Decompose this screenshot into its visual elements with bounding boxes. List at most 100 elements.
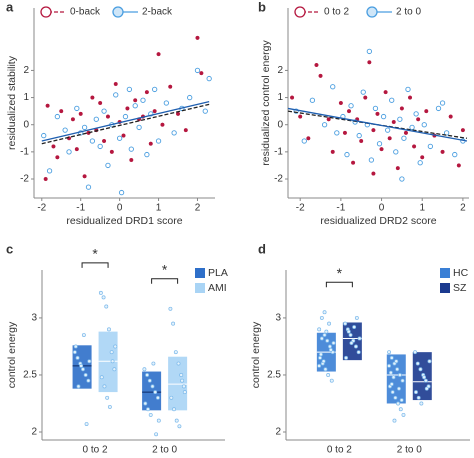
data-point	[206, 75, 212, 82]
data-point	[343, 321, 348, 326]
data-point	[435, 105, 442, 112]
data-point	[318, 355, 323, 360]
data-point	[89, 138, 96, 144]
data-point	[387, 136, 392, 141]
fit-line	[41, 101, 210, 142]
data-point	[326, 117, 331, 122]
data-point	[398, 407, 403, 412]
data-point	[84, 422, 89, 426]
panel-letter: d	[258, 241, 266, 256]
x-tick-label: 0 to 2	[83, 445, 108, 456]
data-point	[372, 105, 379, 112]
data-point	[440, 149, 445, 154]
data-point	[409, 124, 415, 131]
data-point	[376, 141, 383, 147]
y-tick-label: 2	[23, 65, 29, 76]
data-point	[322, 333, 327, 337]
data-point	[328, 347, 333, 352]
data-point	[399, 176, 405, 182]
data-point	[407, 95, 413, 100]
x-tick-label: 0	[379, 203, 385, 214]
data-point	[163, 100, 169, 106]
data-point	[145, 373, 150, 377]
data-point	[326, 373, 331, 377]
data-point	[171, 321, 176, 326]
data-point	[82, 174, 87, 179]
data-point	[419, 401, 424, 406]
data-point	[338, 100, 343, 106]
data-point	[399, 398, 404, 403]
data-point	[330, 149, 335, 154]
y-tick-label: -2	[20, 174, 29, 185]
data-point	[394, 359, 399, 364]
x-tick-label: -2	[37, 203, 46, 214]
y-tick-label: 3	[31, 313, 37, 324]
y-tick-label: 2.5	[23, 370, 37, 381]
data-point	[177, 424, 182, 429]
data-point	[417, 160, 423, 166]
data-point	[452, 151, 458, 158]
legend-label: HC	[453, 267, 469, 279]
data-point	[75, 355, 80, 360]
data-point	[354, 315, 359, 320]
data-point	[346, 109, 352, 114]
data-point	[324, 329, 329, 334]
panel-letter: c	[6, 241, 13, 256]
data-point	[412, 144, 417, 149]
data-point	[356, 350, 361, 355]
panel-letter: a	[6, 0, 14, 14]
data-point	[110, 359, 115, 364]
x-axis-label: residualized DRD2 score	[320, 215, 436, 227]
data-point	[76, 384, 81, 389]
legend-label: 0 to 2	[324, 7, 349, 18]
data-point	[387, 350, 392, 355]
data-point	[325, 338, 330, 343]
data-point	[448, 114, 453, 119]
data-point	[383, 90, 388, 95]
data-point	[98, 290, 103, 295]
data-point	[390, 390, 395, 395]
data-point	[418, 367, 423, 372]
data-point	[375, 111, 380, 116]
data-point	[405, 86, 411, 93]
data-point	[74, 105, 80, 112]
data-point	[301, 138, 307, 144]
data-point	[352, 325, 357, 329]
y-tick-label: 0	[23, 119, 29, 130]
data-point	[85, 184, 92, 190]
data-point	[359, 138, 364, 144]
data-point	[342, 130, 347, 135]
significance-bracket	[81, 262, 109, 268]
data-point	[399, 106, 404, 111]
data-point	[388, 370, 393, 375]
data-point	[122, 113, 129, 120]
data-point	[148, 141, 153, 146]
data-point	[317, 327, 322, 332]
data-point	[98, 100, 103, 106]
data-point	[181, 384, 186, 389]
data-point	[360, 89, 366, 95]
significance-bracket	[325, 281, 353, 288]
data-point	[328, 344, 332, 349]
data-point	[129, 157, 134, 163]
data-point	[403, 130, 409, 135]
data-point	[133, 98, 138, 103]
data-point	[147, 378, 152, 383]
data-point	[331, 341, 336, 345]
data-point	[113, 92, 119, 98]
data-point	[113, 344, 118, 349]
legend-swatch	[195, 283, 205, 293]
data-point	[126, 86, 133, 93]
fit-line	[287, 107, 468, 142]
data-point	[422, 375, 427, 380]
y-axis-label: control energy	[250, 321, 262, 388]
data-point	[387, 363, 392, 368]
data-point	[400, 378, 405, 383]
data-point	[81, 333, 86, 337]
data-point	[366, 48, 372, 55]
data-point	[148, 412, 153, 417]
data-point	[41, 132, 47, 139]
data-point	[194, 67, 201, 74]
data-point	[415, 361, 420, 366]
